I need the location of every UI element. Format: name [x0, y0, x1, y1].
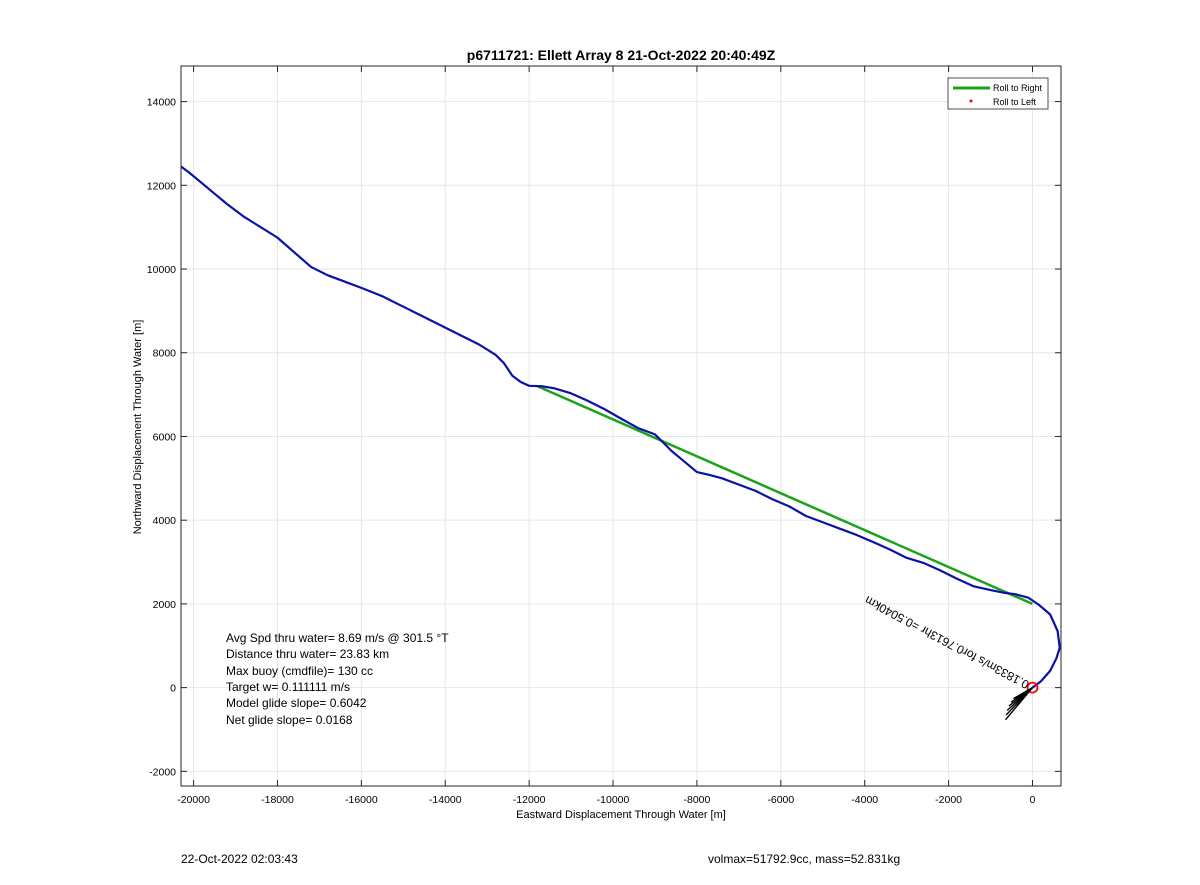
x-tick-label: -14000 [429, 794, 462, 806]
annotation-net-glide: Net glide slope= 0.0168 [226, 713, 353, 727]
series-track [181, 165, 1061, 689]
x-tick-label: -12000 [513, 794, 546, 806]
y-tick-label: 8000 [153, 348, 177, 360]
annotation-avg-speed: Avg Spd thru water= 8.69 m/s @ 301.5 °T [226, 631, 449, 645]
legend: Roll to Right Roll to Left [947, 77, 1049, 110]
x-tick-label: -18000 [261, 794, 294, 806]
tick-layer: -20000 -18000 -16000 -14000 -12000 -10000 -800… [147, 66, 1061, 806]
y-tick-label: 6000 [153, 431, 177, 443]
y-tick-label: -2000 [149, 766, 176, 778]
grid-lines [181, 66, 1061, 786]
stats-annotations: Avg Spd thru water= 8.69 m/s @ 301.5 °T … [226, 631, 449, 727]
legend-marker-roll-left [969, 99, 973, 103]
legend-label-roll-right: Roll to Right [993, 83, 1043, 93]
axes-box [180, 65, 1062, 787]
y-tick-label: 10000 [147, 264, 176, 276]
annotation-max-buoy: Max buoy (cmdfile)= 130 cc [226, 664, 373, 678]
x-tick-label: -8000 [683, 794, 710, 806]
x-axis-label: Eastward Displacement Through Water [m] [516, 809, 726, 821]
legend-label-roll-left: Roll to Left [993, 97, 1037, 107]
series-roll-to-right [537, 385, 1033, 606]
start-marker [1026, 681, 1039, 694]
y-tick-label: 0 [170, 683, 176, 695]
x-tick-label: 0 [1030, 794, 1036, 806]
annotation-model-glide: Model glide slope= 0.6042 [226, 696, 367, 710]
current-vector-arrow [1004, 687, 1034, 721]
footer-timestamp: 22-Oct-2022 02:03:43 [181, 852, 298, 866]
x-tick-label: -10000 [597, 794, 630, 806]
x-tick-label: -2000 [935, 794, 962, 806]
x-tick-label: -16000 [345, 794, 378, 806]
y-tick-label: 14000 [147, 97, 176, 109]
x-tick-label: -4000 [851, 794, 878, 806]
footer-vehicle-params: volmax=51792.9cc, mass=52.831kg [708, 852, 901, 866]
annotation-target-w: Target w= 0.111111 m/s [226, 680, 350, 694]
y-tick-label: 4000 [153, 515, 177, 527]
vector-marks [1004, 687, 1034, 721]
y-tick-label: 12000 [147, 180, 176, 192]
x-tick-label: -6000 [767, 794, 794, 806]
y-axis-label: Northward Displacement Through Water [m] [132, 320, 144, 535]
y-tick-label: 2000 [153, 599, 177, 611]
annotation-distance: Distance thru water= 23.83 km [226, 647, 389, 661]
current-vector-label: 0.1833m/s for0.7613hr =0.5040km [863, 593, 1032, 692]
chart-title: p6711721: Ellett Array 8 21-Oct-2022 20:… [467, 47, 776, 63]
series-layer [181, 165, 1061, 694]
legend-box [947, 77, 1049, 110]
x-tick-label: -20000 [177, 794, 210, 806]
